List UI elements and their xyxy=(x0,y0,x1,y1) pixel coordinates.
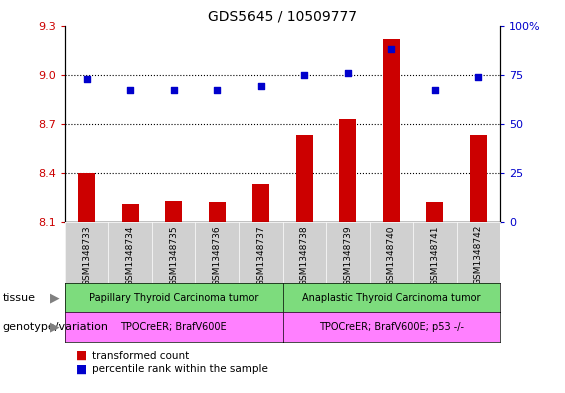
Bar xyxy=(426,202,444,222)
Bar xyxy=(208,202,226,222)
Text: GSM1348733: GSM1348733 xyxy=(82,225,91,286)
Text: GSM1348734: GSM1348734 xyxy=(126,225,134,286)
Point xyxy=(299,72,308,78)
Point xyxy=(256,83,265,90)
Bar xyxy=(78,173,95,222)
Text: ▶: ▶ xyxy=(50,321,59,334)
Text: GSM1348741: GSM1348741 xyxy=(431,225,439,286)
Text: GSM1348738: GSM1348738 xyxy=(300,225,308,286)
Bar xyxy=(470,135,487,222)
Point xyxy=(473,73,483,80)
Text: Papillary Thyroid Carcinoma tumor: Papillary Thyroid Carcinoma tumor xyxy=(89,293,258,303)
Text: TPOCreER; BrafV600E: TPOCreER; BrafV600E xyxy=(120,322,227,332)
Point xyxy=(343,70,352,76)
Bar xyxy=(121,204,139,222)
Text: GSM1348736: GSM1348736 xyxy=(213,225,221,286)
Point xyxy=(212,87,221,94)
Text: GSM1348737: GSM1348737 xyxy=(257,225,265,286)
Text: transformed count: transformed count xyxy=(92,351,189,361)
Text: ■: ■ xyxy=(76,363,88,376)
Text: Anaplastic Thyroid Carcinoma tumor: Anaplastic Thyroid Carcinoma tumor xyxy=(302,293,480,303)
Bar xyxy=(252,184,270,222)
Text: GSM1348735: GSM1348735 xyxy=(170,225,178,286)
Text: tissue: tissue xyxy=(3,293,36,303)
Bar xyxy=(165,201,182,222)
Text: GDS5645 / 10509777: GDS5645 / 10509777 xyxy=(208,10,357,24)
Text: GSM1348739: GSM1348739 xyxy=(344,225,352,286)
Point xyxy=(125,87,134,94)
Point xyxy=(386,46,396,52)
Text: percentile rank within the sample: percentile rank within the sample xyxy=(92,364,268,375)
Point xyxy=(430,87,439,94)
Text: GSM1348742: GSM1348742 xyxy=(474,225,483,285)
Text: ■: ■ xyxy=(76,349,88,362)
Bar xyxy=(383,39,400,222)
Text: GSM1348740: GSM1348740 xyxy=(387,225,396,286)
Bar xyxy=(295,135,313,222)
Text: TPOCreER; BrafV600E; p53 -/-: TPOCreER; BrafV600E; p53 -/- xyxy=(319,322,464,332)
Text: genotype/variation: genotype/variation xyxy=(3,322,109,332)
Text: ▶: ▶ xyxy=(50,291,59,304)
Point xyxy=(169,87,178,94)
Point xyxy=(82,75,92,82)
Bar xyxy=(339,119,357,222)
